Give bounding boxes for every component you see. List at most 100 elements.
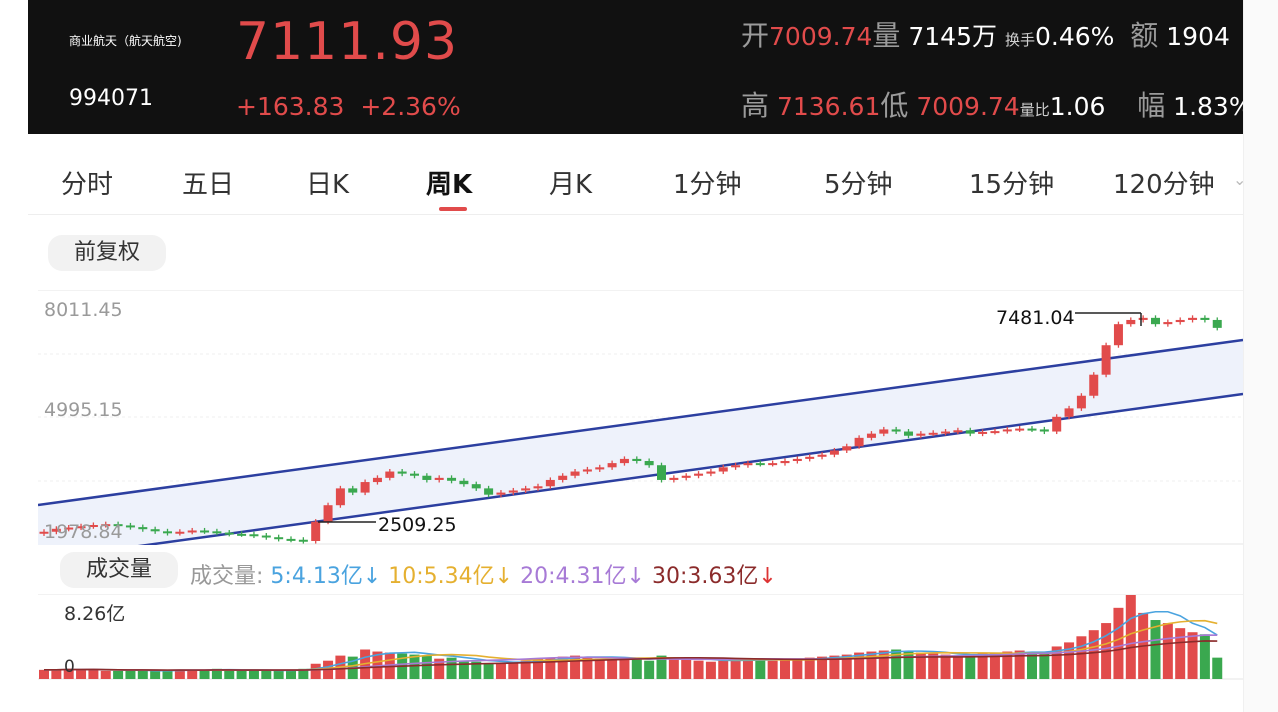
volume-bar [705, 661, 716, 679]
tab-weekly-k[interactable]: 周K [426, 170, 473, 200]
volume-bar [965, 655, 976, 679]
volume-bar [582, 656, 593, 679]
arrow-down-icon: ↓ [626, 564, 645, 589]
candle-body [1126, 319, 1136, 325]
volume-bar [434, 658, 445, 679]
volume-legend-label: 成交量: [190, 564, 264, 589]
candle-body [261, 535, 271, 538]
ma30-value: 30:3.63亿 [651, 564, 759, 589]
candle-body [360, 482, 370, 493]
low-value: 7009.74 [916, 92, 1020, 121]
volume-bar [607, 657, 618, 679]
candle-body [619, 458, 629, 464]
candle-body [163, 531, 172, 534]
amplitude-label: 幅 [1137, 89, 1166, 122]
candle-body [175, 531, 185, 534]
volume-bar [286, 669, 296, 679]
max-annotation: 7481.04 [996, 307, 1075, 329]
candle-body [1015, 428, 1025, 431]
volume-bar [310, 663, 321, 679]
candle-body [372, 477, 382, 483]
quote-row-1: 开7009.74量 7145万 换手0.46% 额 1904 [741, 14, 1230, 54]
tab-5-minute[interactable]: 5分钟 [824, 170, 893, 200]
volume-bar [1113, 607, 1124, 679]
volume-bar [39, 669, 49, 679]
candle-body [76, 526, 86, 529]
volume-bar [557, 656, 568, 679]
tab-five-day[interactable]: 五日 [182, 170, 235, 200]
ma20-value: 20:4.31亿 [520, 564, 627, 589]
volume-bar [1027, 652, 1037, 679]
candle-body [829, 450, 839, 455]
candle-body [644, 461, 654, 466]
right-edge-panel [1243, 0, 1278, 712]
volume-bars [39, 595, 1223, 679]
volume-bar [174, 669, 185, 679]
amplitude-value: 1.83% [1173, 92, 1245, 121]
candle-body [521, 488, 531, 491]
trend-channel-lower [137, 392, 1243, 545]
volume-bar [1002, 651, 1013, 679]
candle-body [916, 433, 926, 436]
adjust-button[interactable]: 前复权 [48, 235, 166, 271]
volume-bar [1014, 650, 1025, 679]
volume-bar [113, 670, 124, 679]
volume-bar [273, 670, 284, 679]
volume-bar [248, 669, 259, 679]
candle-body [706, 471, 716, 474]
volume-bar [1088, 630, 1099, 679]
volume-bar [718, 660, 729, 679]
candles [39, 315, 1222, 544]
candle-body [1113, 324, 1123, 346]
candle-body [792, 458, 802, 462]
candle-body [212, 531, 222, 534]
tab-120-minute[interactable]: 120分钟 [1113, 170, 1215, 200]
volume-indicator-button[interactable]: 成交量 [60, 552, 178, 588]
volume-bar [100, 670, 111, 679]
tab-15-minute[interactable]: 15分钟 [969, 170, 1055, 200]
candle-body [694, 473, 704, 476]
volume-bar [1212, 657, 1223, 679]
tab-intraday[interactable]: 分时 [61, 170, 114, 200]
candle-body [484, 488, 494, 495]
candle-body [88, 525, 98, 528]
volume-bar [928, 653, 939, 679]
volume-bar [458, 660, 469, 679]
candle-body [1039, 429, 1049, 432]
ma5-value: 5:4.13亿 [270, 564, 363, 589]
candle-body [1151, 317, 1160, 325]
candle-body [842, 446, 852, 451]
tab-daily-k[interactable]: 日K [306, 170, 350, 200]
volume-bar [1076, 636, 1087, 679]
candle-body [990, 431, 1000, 434]
volume-bar [989, 652, 1000, 679]
volume-bar [125, 670, 136, 679]
volume-bar [51, 669, 62, 679]
candle-body [459, 480, 469, 485]
candle-body [1212, 319, 1222, 328]
candle-body [1101, 345, 1111, 375]
candle-body [1175, 319, 1185, 323]
volume-bar [224, 669, 235, 679]
ma10-value: 10:5.34亿 [388, 564, 495, 589]
candle-body [1089, 374, 1099, 396]
volume-bar [792, 658, 803, 679]
volume-bar [446, 657, 457, 679]
tab-1-minute[interactable]: 1分钟 [673, 170, 742, 200]
y-axis-label-mid: 4995.15 [44, 399, 123, 421]
volume-chart: 8.26亿 0 [38, 594, 1243, 680]
y-axis-label-bottom: 1978.84 [44, 521, 123, 543]
high-value: 7136.61 [776, 92, 881, 121]
open-value: 7009.74 [769, 22, 873, 51]
candlestick-chart: 8011.45 4995.15 1978.84 7481.04 2509.25 [38, 290, 1243, 545]
volume-bar [1175, 628, 1186, 679]
volume-bar [668, 658, 679, 679]
candle-body [385, 471, 395, 478]
candle-body [768, 463, 778, 466]
volume-bar [952, 656, 963, 679]
candle-body [471, 484, 481, 489]
volume-bar [730, 659, 741, 679]
candle-body [570, 471, 580, 476]
tab-monthly-k[interactable]: 月K [549, 170, 593, 200]
candle-body [1138, 317, 1148, 320]
